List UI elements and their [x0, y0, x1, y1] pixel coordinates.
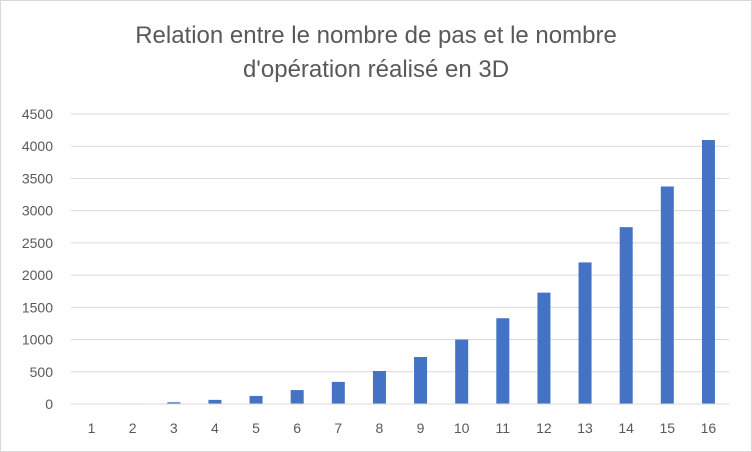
bar-4 — [208, 399, 222, 404]
bar-12 — [537, 292, 551, 404]
bar-10 — [455, 339, 469, 404]
y-tick-label-9: 4500 — [22, 106, 53, 122]
x-tick-label-14: 14 — [618, 420, 634, 436]
y-tick-label-2: 1000 — [22, 332, 53, 348]
bar-9 — [414, 357, 428, 404]
x-tick-label-13: 13 — [577, 420, 593, 436]
bars — [85, 140, 715, 404]
y-tick-label-7: 3500 — [22, 170, 53, 186]
y-tick-label-1: 500 — [30, 364, 54, 380]
chart-title-line-1: Relation entre le nombre de pas et le no… — [135, 22, 617, 49]
y-tick-label-0: 0 — [45, 396, 53, 412]
x-tick-label-12: 12 — [536, 420, 552, 436]
y-tick-label-8: 4000 — [22, 138, 53, 154]
y-tick-label-4: 2000 — [22, 267, 53, 283]
x-tick-label-10: 10 — [454, 420, 470, 436]
bar-6 — [290, 390, 304, 404]
y-tick-label-3: 1500 — [22, 299, 53, 315]
gridlines — [71, 113, 729, 373]
y-tick-labels: 0 500 1000 1500 2000 2500 3000 3500 4000 4500 — [22, 106, 53, 412]
y-tick-label-6: 3000 — [22, 203, 53, 219]
bar-13 — [578, 262, 592, 404]
y-tick-label-5: 2500 — [22, 235, 53, 251]
x-tick-label-9: 9 — [417, 420, 425, 436]
x-tick-label-1: 1 — [88, 420, 96, 436]
bar-3 — [167, 402, 181, 404]
x-tick-label-7: 7 — [334, 420, 342, 436]
bar-14 — [619, 227, 633, 404]
chart-title-line-2: d'opération réalisé en 3D — [242, 56, 510, 83]
x-tick-label-11: 11 — [496, 420, 511, 436]
bar-11 — [496, 318, 510, 404]
bar-7 — [331, 381, 345, 404]
x-tick-label-2: 2 — [129, 420, 137, 436]
x-tick-label-8: 8 — [376, 420, 384, 436]
chart-title: Relation entre le nombre de pas et le no… — [1, 19, 751, 87]
x-tick-label-4: 4 — [211, 420, 219, 436]
x-tick-label-3: 3 — [170, 420, 178, 436]
bar-15 — [660, 186, 674, 404]
x-tick-label-5: 5 — [252, 420, 260, 436]
x-tick-label-15: 15 — [660, 420, 676, 436]
bar-5 — [249, 395, 263, 404]
x-tick-labels: 1 2 3 4 5 6 7 8 9 10 11 12 13 14 15 16 — [88, 420, 717, 436]
bar-16 — [701, 140, 715, 404]
x-tick-label-16: 16 — [701, 420, 717, 436]
bar-8 — [372, 371, 386, 404]
x-tick-label-6: 6 — [293, 420, 301, 436]
